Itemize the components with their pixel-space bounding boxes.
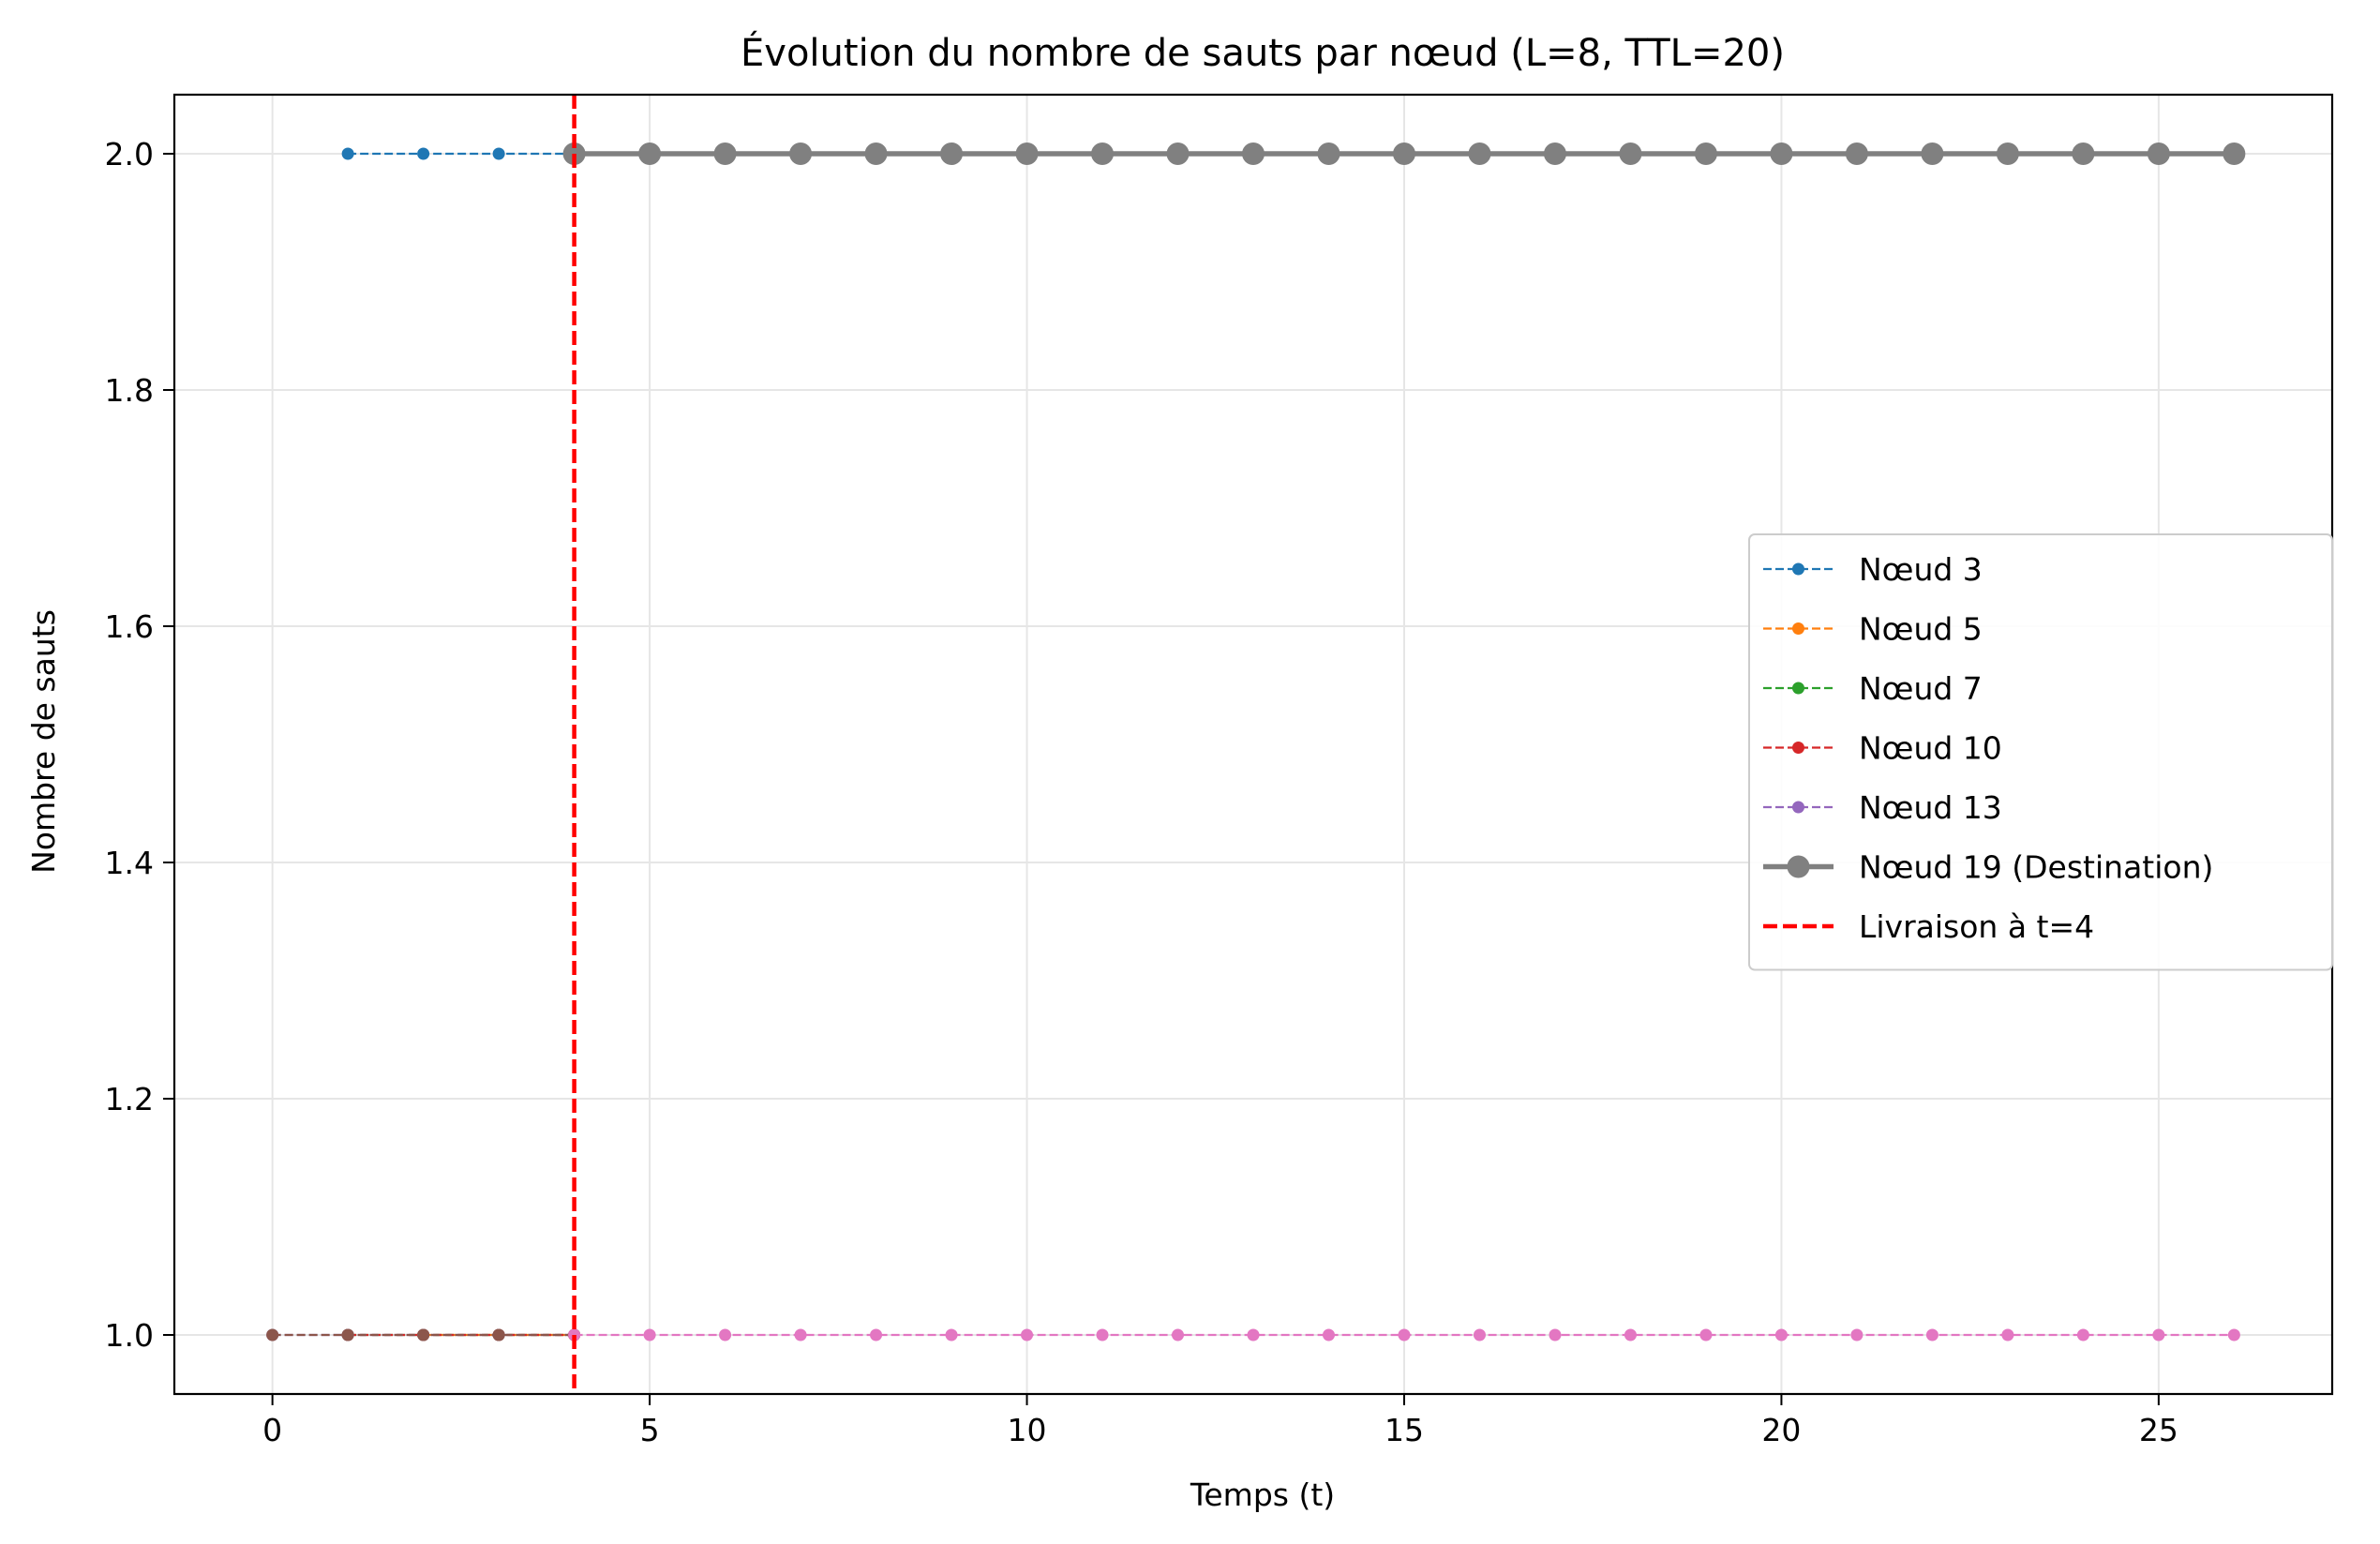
data-point: [719, 1328, 732, 1342]
data-point: [864, 142, 888, 165]
data-point: [1549, 1328, 1562, 1342]
y-tick-label: 1.6: [105, 608, 154, 645]
data-point: [1694, 142, 1717, 165]
y-tick-label: 1.4: [105, 845, 154, 881]
chart-title: Évolution du nombre de sauts par nœud (L…: [741, 30, 1785, 75]
legend-item: Nœud 10: [1763, 730, 2002, 767]
legend-marker: [1792, 562, 1804, 576]
data-point: [1021, 1328, 1034, 1342]
data-point: [1096, 1328, 1109, 1342]
data-point: [794, 1328, 807, 1342]
legend-label: Livraison à t=4: [1859, 908, 2094, 945]
data-point: [2147, 142, 2170, 165]
legend-marker: [1792, 682, 1804, 695]
x-tick-label: 10: [1008, 1412, 1047, 1448]
data-point: [417, 147, 430, 160]
data-point: [1850, 1328, 1864, 1342]
x-tick-label: 5: [640, 1412, 660, 1448]
data-point: [940, 142, 964, 165]
data-point: [1996, 142, 2019, 165]
legend: Nœud 3 Nœud 5 Nœud 7 Nœud 10 Nœud 13 Nœud 19 …: [1748, 533, 2333, 971]
y-tick-label: 2.0: [105, 136, 154, 172]
data-point: [266, 1328, 279, 1342]
series-7: [562, 142, 2246, 165]
data-point: [789, 142, 813, 165]
data-point: [2152, 1328, 2165, 1342]
data-point: [1247, 1328, 1260, 1342]
data-point: [492, 1328, 505, 1342]
data-point: [1624, 1328, 1637, 1342]
x-tick-label: 20: [1761, 1412, 1801, 1448]
series-6: [568, 1328, 2240, 1342]
data-point: [1166, 142, 1190, 165]
legend-marker: [1792, 742, 1804, 754]
data-point: [2076, 1328, 2089, 1342]
ticks: 0 5 10 15 20 25 1.0 1.2 1.4 1.6 1.8 2.0: [105, 136, 2178, 1448]
legend-box: [1748, 533, 2333, 971]
data-point: [1317, 142, 1340, 165]
data-point: [643, 1328, 656, 1342]
data-point: [945, 1328, 958, 1342]
data-point: [2072, 142, 2095, 165]
data-point: [1770, 142, 1793, 165]
legend-item: Nœud 13: [1763, 789, 2002, 826]
legend-item: Nœud 5: [1763, 611, 1983, 648]
data-point: [1172, 1328, 1185, 1342]
y-tick-label: 1.8: [105, 372, 154, 409]
y-axis-label: Nombre de sauts: [25, 609, 62, 874]
data-point: [1468, 142, 1491, 165]
legend-label: Nœud 13: [1859, 789, 2002, 826]
legend-label: Nœud 10: [1859, 730, 2002, 767]
x-axis-label: Temps (t): [1190, 1477, 1335, 1513]
y-tick-label: 1.2: [105, 1081, 154, 1117]
data-point: [1392, 142, 1415, 165]
data-point: [713, 142, 737, 165]
legend-marker: [1792, 622, 1804, 635]
data-point: [492, 147, 505, 160]
x-tick-label: 0: [262, 1412, 282, 1448]
legend-item: Nœud 7: [1763, 670, 1983, 707]
data-point: [1015, 142, 1039, 165]
data-point: [1921, 142, 1944, 165]
data-point: [1619, 142, 1642, 165]
data-point: [1543, 142, 1566, 165]
data-point: [870, 1328, 883, 1342]
data-point: [1699, 1328, 1713, 1342]
legend-label: Nœud 3: [1859, 551, 1983, 588]
x-tick-label: 15: [1385, 1412, 1424, 1448]
y-tick-label: 1.0: [105, 1317, 154, 1354]
legend-label: Nœud 19 (Destination): [1859, 849, 2213, 886]
data-point: [638, 142, 662, 165]
legend-item: Nœud 3: [1763, 551, 1983, 588]
legend-item: Livraison à t=4: [1763, 908, 2094, 945]
data-point: [1242, 142, 1265, 165]
legend-item: Nœud 19 (Destination): [1763, 849, 2213, 886]
data-point: [341, 1328, 354, 1342]
x-tick-label: 25: [2139, 1412, 2178, 1448]
data-point: [1925, 1328, 1938, 1342]
data-point: [1091, 142, 1115, 165]
data-point: [2001, 1328, 2014, 1342]
data-point: [1845, 142, 1868, 165]
data-point: [417, 1328, 430, 1342]
data-point: [1322, 1328, 1335, 1342]
legend-label: Nœud 7: [1859, 670, 1983, 707]
data-point: [1398, 1328, 1411, 1342]
legend-label: Nœud 5: [1859, 611, 1983, 648]
legend-marker: [1787, 855, 1810, 878]
legend-marker: [1792, 801, 1804, 814]
data-point: [2227, 1328, 2240, 1342]
data-point: [341, 147, 354, 160]
plot-area: [266, 95, 2246, 1394]
data-point: [1774, 1328, 1788, 1342]
data-point: [2223, 142, 2246, 165]
data-point: [1473, 1328, 1486, 1342]
